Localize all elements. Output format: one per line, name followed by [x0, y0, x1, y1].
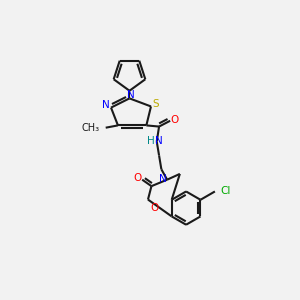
Text: S: S: [153, 99, 159, 109]
Text: CH₃: CH₃: [82, 123, 100, 133]
Text: Cl: Cl: [221, 186, 231, 196]
Text: O: O: [134, 173, 142, 183]
Text: N: N: [102, 100, 110, 110]
Text: O: O: [170, 115, 178, 124]
Text: O: O: [151, 203, 159, 213]
Text: N: N: [155, 136, 163, 146]
Text: N: N: [159, 174, 167, 184]
Text: H: H: [147, 136, 154, 146]
Text: N: N: [127, 90, 134, 100]
